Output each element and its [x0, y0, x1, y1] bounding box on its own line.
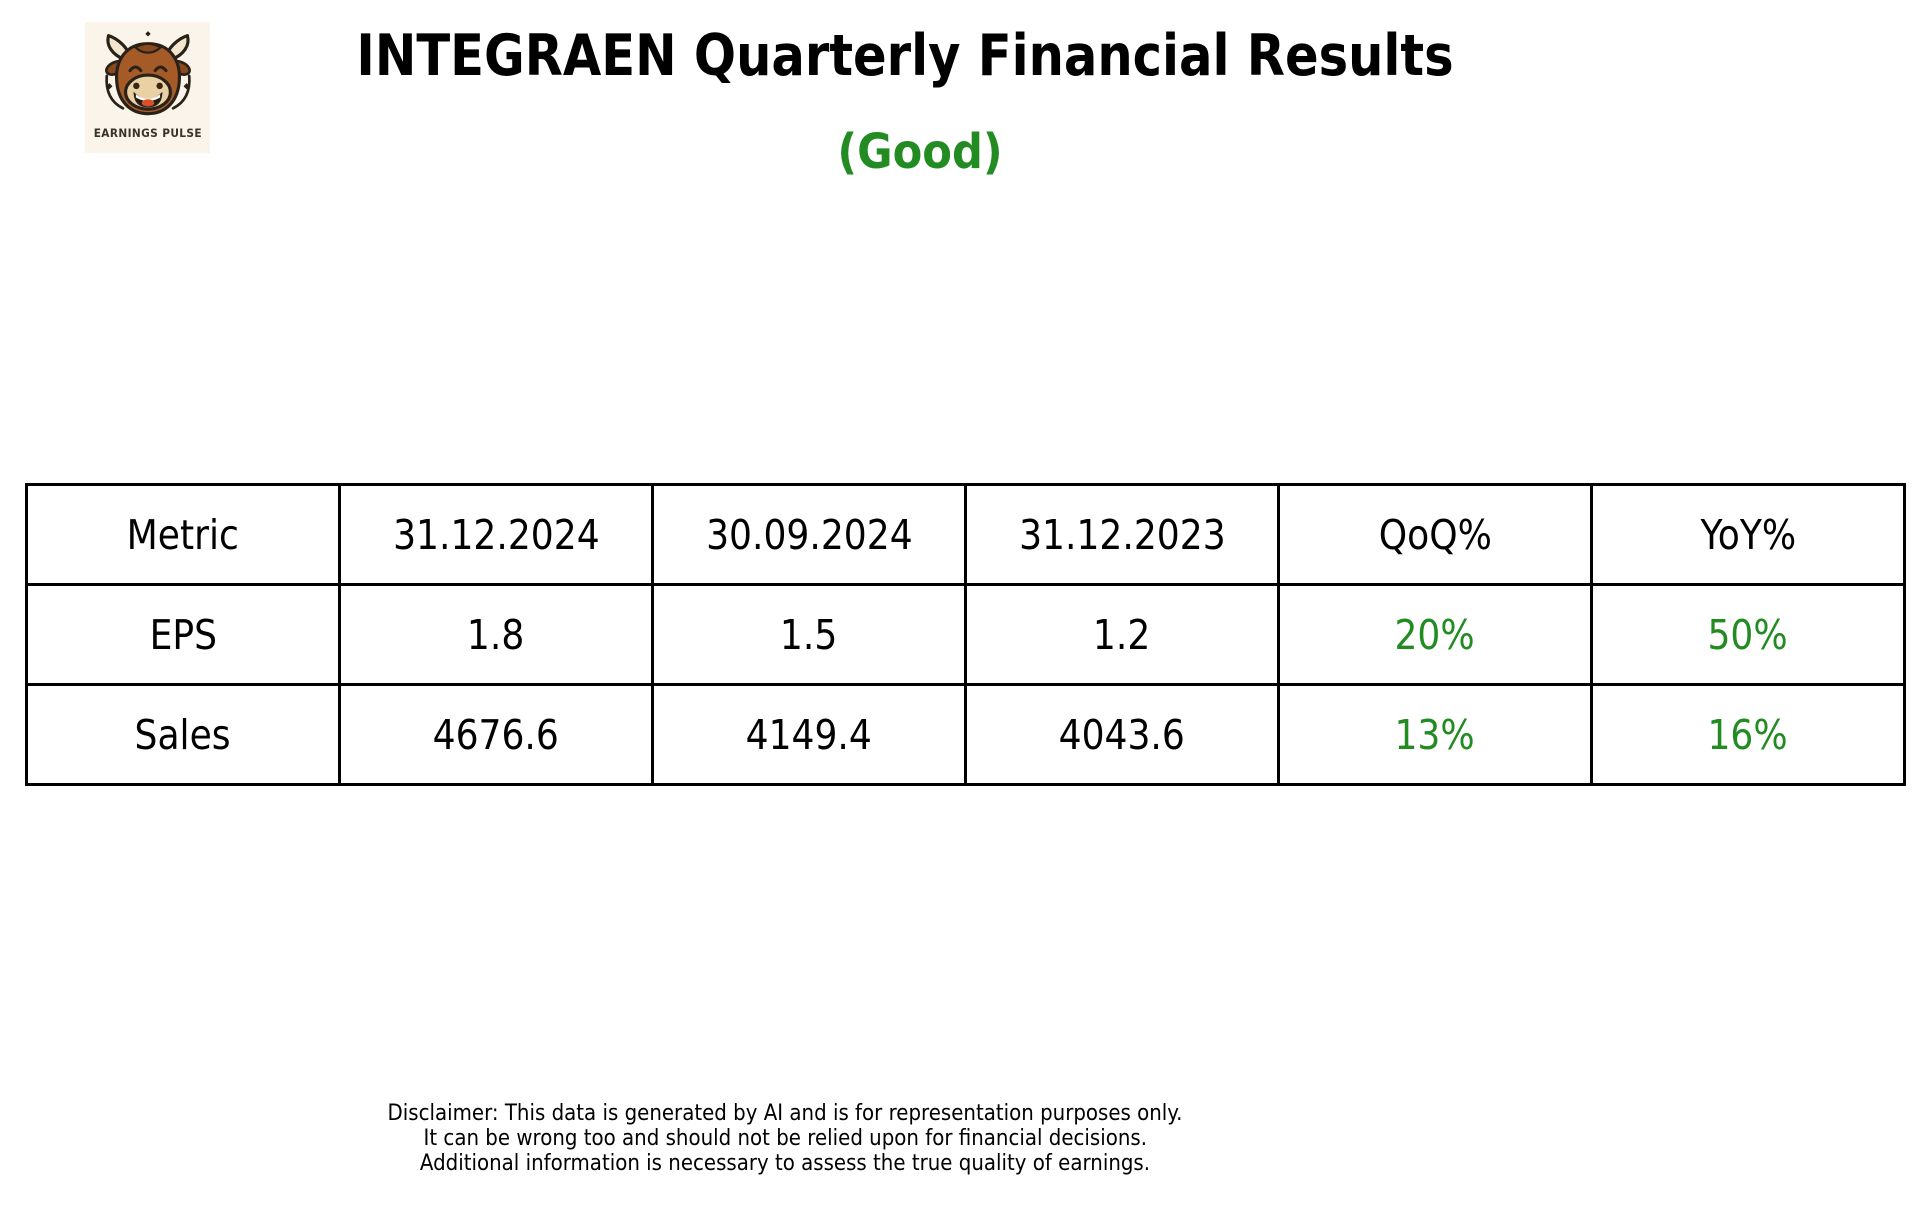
table-row-sales: Sales 4676.6 4149.4 4043.6 13% 16%: [25, 683, 1906, 786]
value-cell: 1.5: [651, 583, 967, 686]
qoq-cell: 13%: [1277, 683, 1593, 786]
value-cell: 4676.6: [338, 683, 654, 786]
value-cell: 1.2: [964, 583, 1280, 686]
yoy-cell: 16%: [1590, 683, 1906, 786]
disclaimer-line-3: Additional information is necessary to a…: [419, 1151, 1151, 1176]
brand-text: EARNINGS PULSE: [93, 126, 202, 140]
value-cell: 4149.4: [651, 683, 967, 786]
value-cell: 1.8: [338, 583, 654, 686]
page-title: INTEGRAEN Quarterly Financial Results: [356, 23, 1454, 89]
earnings-pulse-logo: EARNINGS PULSE: [85, 22, 210, 153]
col-header-yoy: YoY%: [1590, 483, 1906, 586]
disclaimer-line-2: It can be wrong too and should not be re…: [423, 1126, 1147, 1151]
qoq-cell: 20%: [1277, 583, 1593, 686]
disclaimer-line-1: Disclaimer: This data is generated by AI…: [387, 1101, 1183, 1126]
value-cell: 4043.6: [964, 683, 1280, 786]
table-header-row: Metric 31.12.2024 30.09.2024 31.12.2023 …: [25, 483, 1906, 586]
metric-cell: Sales: [25, 683, 341, 786]
disclaimer: Disclaimer: This data is generated by AI…: [343, 1101, 1226, 1176]
verdict-subtitle: (Good): [837, 124, 1003, 180]
col-header-q-previous: 30.09.2024: [651, 483, 967, 586]
col-header-q-current: 31.12.2024: [338, 483, 654, 586]
financials-table: Metric 31.12.2024 30.09.2024 31.12.2023 …: [25, 483, 1906, 786]
table-row-eps: EPS 1.8 1.5 1.2 20% 50%: [25, 583, 1906, 686]
col-header-metric: Metric: [25, 483, 341, 586]
col-header-qoq: QoQ%: [1277, 483, 1593, 586]
laughing-bull-icon: [94, 22, 202, 128]
yoy-cell: 50%: [1590, 583, 1906, 686]
metric-cell: EPS: [25, 583, 341, 686]
col-header-q-yearago: 31.12.2023: [964, 483, 1280, 586]
